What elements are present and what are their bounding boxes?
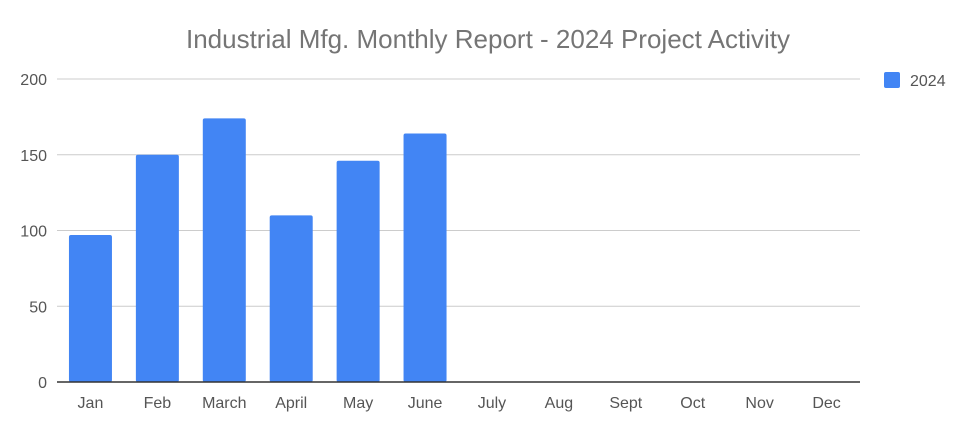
x-tick-label: May: [343, 395, 373, 412]
y-tick-label: 50: [29, 299, 47, 316]
x-tick-label: Oct: [680, 395, 705, 412]
legend-label: 2024: [910, 73, 946, 90]
bar-jan: [68, 235, 112, 382]
x-tick-label: March: [202, 395, 246, 412]
x-tick-label: July: [478, 395, 506, 412]
gridlines: [57, 78, 860, 307]
y-tick-label: 0: [38, 375, 47, 392]
bar-march: [202, 118, 246, 382]
x-tick-label: June: [408, 395, 443, 412]
legend: 2024: [884, 72, 946, 90]
y-tick-label: 150: [20, 148, 47, 165]
x-tick-label: Sept: [609, 395, 642, 412]
bar-april: [269, 215, 313, 382]
bar-june: [403, 133, 447, 382]
x-tick-label: Feb: [144, 395, 172, 412]
legend-swatch: [884, 72, 900, 88]
x-tick-label: Aug: [545, 395, 573, 412]
x-tick-label: April: [275, 395, 307, 412]
y-tick-label: 100: [20, 224, 47, 241]
y-tick-label: 200: [20, 72, 47, 89]
bars: [68, 118, 447, 382]
x-tick-label: Jan: [78, 395, 104, 412]
x-tick-label: Dec: [812, 395, 840, 412]
bar-may: [336, 160, 380, 382]
x-tick-label: Nov: [745, 395, 773, 412]
x-axis-ticks: Jan Feb March April May June July Aug Sept Oct Nov…: [78, 395, 841, 412]
y-axis-ticks: 0 50 100 150 200: [20, 72, 47, 392]
bar-feb: [135, 154, 179, 382]
chart-title: Industrial Mfg. Monthly Report - 2024 Pr…: [186, 24, 790, 54]
